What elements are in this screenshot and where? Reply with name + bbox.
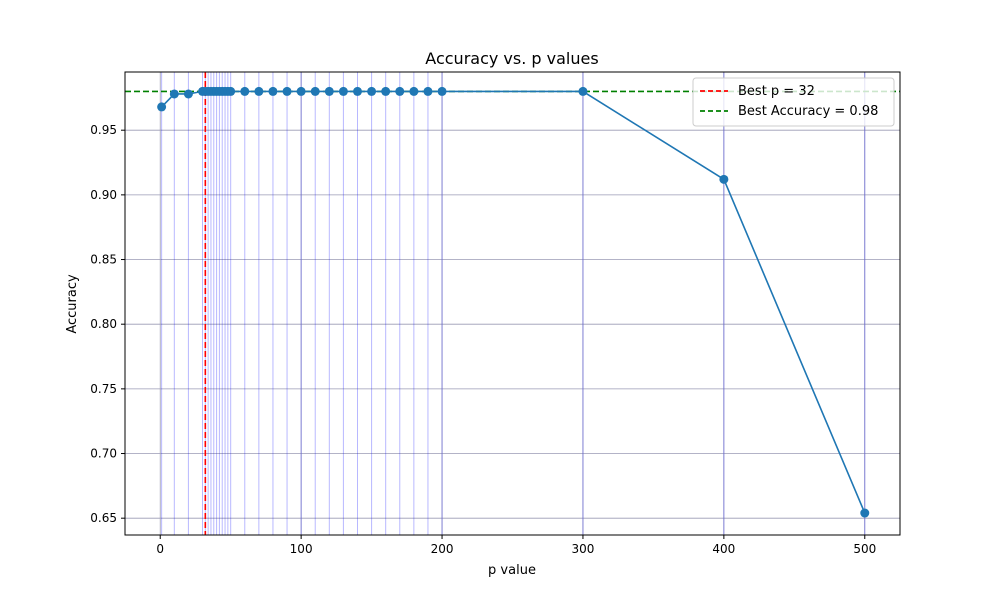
guide-lines bbox=[161, 72, 866, 535]
y-tick-label: 0.85 bbox=[90, 253, 117, 267]
data-point bbox=[381, 86, 391, 96]
data-point bbox=[719, 174, 729, 184]
y-tick-label: 0.65 bbox=[90, 511, 117, 525]
x-tick-label: 200 bbox=[431, 542, 454, 556]
data-point bbox=[860, 508, 870, 518]
data-point bbox=[310, 86, 320, 96]
legend-label-best-accuracy: Best Accuracy = 0.98 bbox=[738, 104, 878, 119]
data-point bbox=[324, 86, 334, 96]
x-tick-label: 500 bbox=[853, 542, 876, 556]
data-point bbox=[353, 86, 362, 96]
data-point bbox=[395, 86, 405, 96]
data-point bbox=[169, 89, 179, 99]
legend-box bbox=[692, 77, 895, 127]
data-point bbox=[240, 86, 250, 96]
data-point bbox=[423, 86, 433, 96]
data-point bbox=[296, 86, 306, 96]
accuracy-line bbox=[161, 90, 866, 514]
data-point bbox=[437, 86, 447, 96]
chart-title: Accuracy vs. p values bbox=[425, 49, 598, 68]
legend: Best p = 32 Best Accuracy = 0.98 bbox=[692, 77, 895, 127]
data-point bbox=[338, 86, 348, 96]
data-point bbox=[578, 86, 588, 96]
x-axis-label: p value bbox=[488, 563, 536, 578]
reference-lines bbox=[125, 72, 900, 535]
data-point bbox=[226, 86, 236, 96]
data-point bbox=[157, 102, 167, 112]
data-point bbox=[409, 86, 419, 96]
y-tick-label: 0.70 bbox=[90, 447, 117, 461]
data-point bbox=[268, 86, 278, 96]
y-tick-label: 0.75 bbox=[90, 382, 117, 396]
y-tick-label: 0.95 bbox=[90, 123, 117, 137]
legend-label-best-p: Best p = 32 bbox=[738, 84, 815, 99]
data-point bbox=[254, 86, 264, 96]
grid bbox=[125, 72, 900, 535]
x-tick-label: 0 bbox=[156, 542, 164, 556]
y-axis-ticks: 0.65 0.70 0.75 0.80 0.85 0.90 0.95 bbox=[90, 123, 125, 525]
x-tick-label: 100 bbox=[290, 542, 313, 556]
data-point bbox=[282, 86, 292, 96]
x-tick-label: 400 bbox=[712, 542, 735, 556]
x-axis-ticks: 0 100 200 300 400 500 bbox=[156, 535, 876, 556]
y-axis-label: Accuracy bbox=[65, 274, 80, 334]
x-tick-label: 300 bbox=[572, 542, 595, 556]
data-series bbox=[157, 86, 870, 518]
y-tick-label: 0.90 bbox=[90, 188, 117, 202]
data-point bbox=[183, 89, 193, 99]
plot-frame bbox=[124, 71, 901, 536]
y-tick-label: 0.80 bbox=[90, 317, 117, 331]
data-point bbox=[367, 86, 377, 96]
